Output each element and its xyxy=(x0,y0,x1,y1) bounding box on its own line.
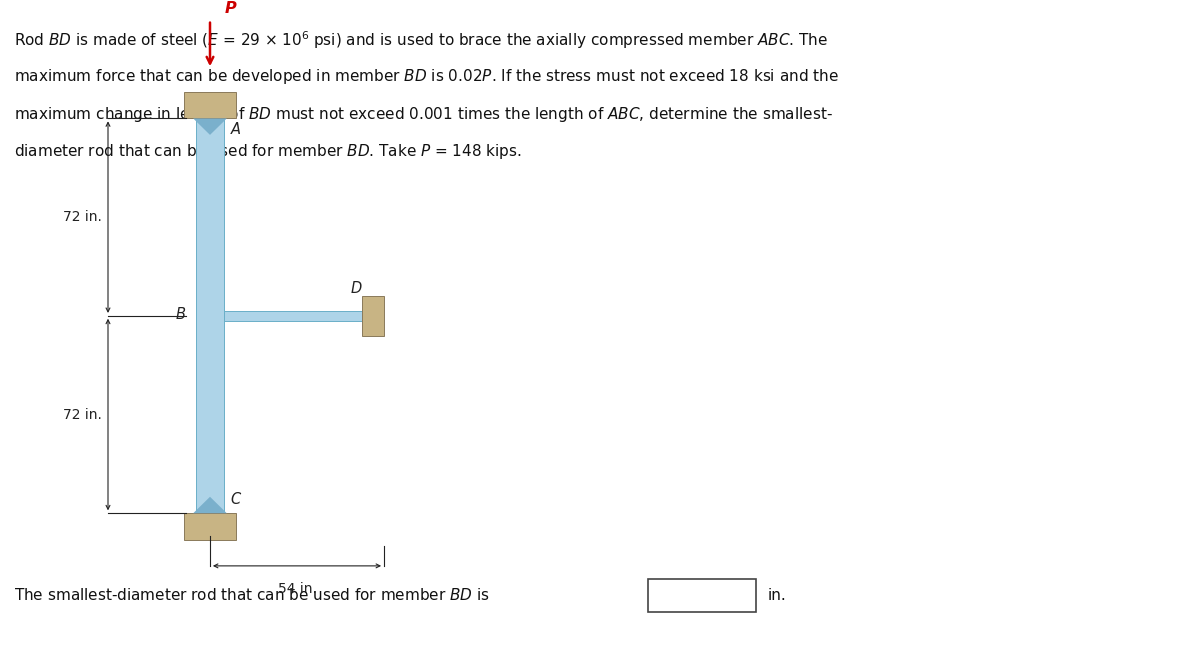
Text: 54 in.: 54 in. xyxy=(277,582,317,596)
Text: Rod $\mathit{BD}$ is made of steel ($E$ = 29 × 10$^{6}$ psi) and is used to brac: Rod $\mathit{BD}$ is made of steel ($E$ … xyxy=(14,30,828,51)
Polygon shape xyxy=(648,579,756,612)
Polygon shape xyxy=(193,118,227,135)
Polygon shape xyxy=(224,311,362,321)
Polygon shape xyxy=(362,296,384,336)
Polygon shape xyxy=(184,513,236,540)
Text: in.: in. xyxy=(768,588,787,603)
Text: 72 in.: 72 in. xyxy=(64,210,102,224)
Polygon shape xyxy=(196,118,224,513)
Text: P: P xyxy=(224,1,236,16)
Text: The smallest-diameter rod that can be used for member $\mathit{BD}$ is: The smallest-diameter rod that can be us… xyxy=(14,588,491,603)
Text: maximum change in length of $\mathit{BD}$ must not exceed 0.001 times the length: maximum change in length of $\mathit{BD}… xyxy=(14,105,833,124)
Polygon shape xyxy=(193,497,227,513)
Text: C: C xyxy=(230,492,241,507)
Polygon shape xyxy=(184,92,236,118)
Text: A: A xyxy=(230,122,240,137)
Text: B: B xyxy=(176,307,186,322)
Text: D: D xyxy=(350,281,362,296)
Text: diameter rod that can be used for member $\mathit{BD}$. Take $\mathit{P}$ = 148 : diameter rod that can be used for member… xyxy=(14,142,522,161)
Text: maximum force that can be developed in member $\mathit{BD}$ is 0.02$\mathit{P}$.: maximum force that can be developed in m… xyxy=(14,67,839,86)
Text: 72 in.: 72 in. xyxy=(64,407,102,422)
